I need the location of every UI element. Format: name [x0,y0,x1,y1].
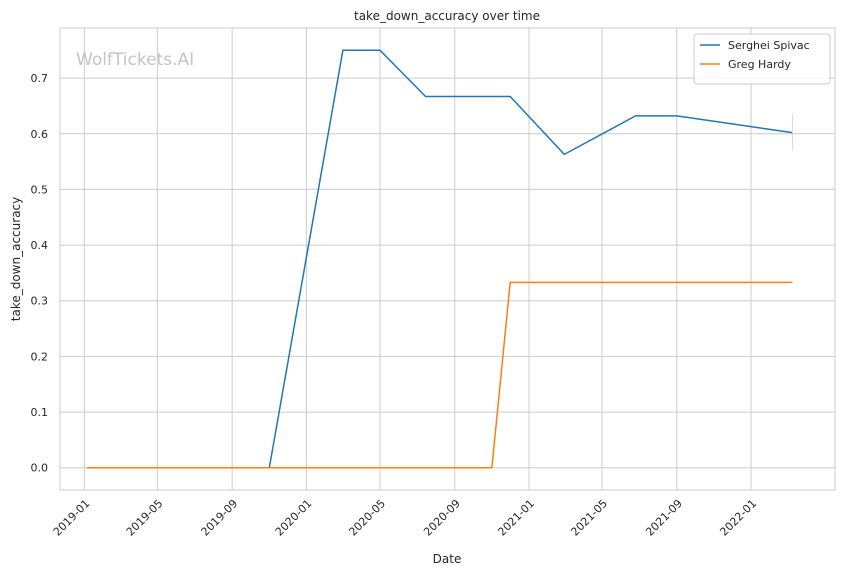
chart-title: take_down_accuracy over time [354,9,540,23]
legend-label: Serghei Spivac [728,39,810,52]
y-tick-label: 0.5 [31,183,49,196]
y-tick-label: 0.0 [31,462,49,475]
series-line [86,281,793,469]
series-lines [86,49,793,469]
y-tick-label: 0.7 [31,72,49,85]
legend: Serghei Spivac Greg Hardy [693,33,831,85]
y-tick-label: 0.3 [31,295,49,308]
y-tick-labels: 0.0 0.1 0.2 0.3 0.4 0.5 0.6 0.7 [31,72,49,475]
x-axis-label: Date [433,552,462,566]
watermark: WolfTickets.AI [76,50,194,70]
y-tick-label: 0.4 [31,239,49,252]
plot-frame [59,27,836,491]
y-tick-label: 0.1 [31,406,49,419]
legend-label: Greg Hardy [728,58,791,71]
legend-box [693,33,831,85]
grid-lines [60,28,835,490]
y-tick-label: 0.2 [31,350,49,363]
y-tick-label: 0.6 [31,128,49,141]
y-axis-label: take_down_accuracy [9,197,23,321]
series-line [157,49,793,469]
